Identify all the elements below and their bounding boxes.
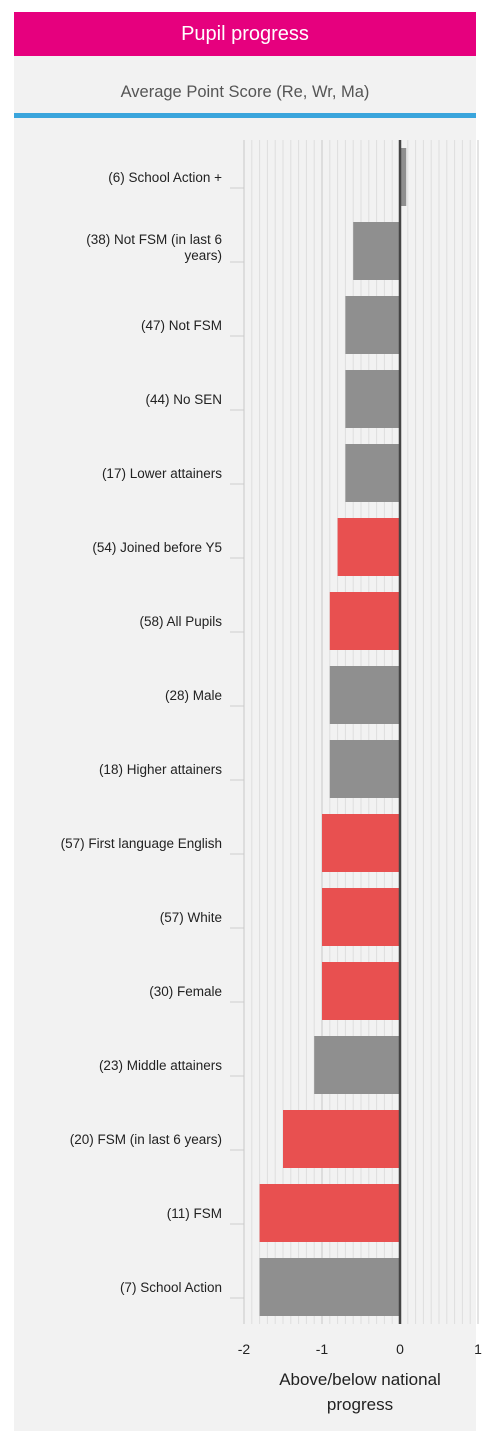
category-label: (28) Male bbox=[165, 688, 222, 703]
bar bbox=[353, 222, 400, 280]
bar bbox=[337, 518, 400, 576]
bar bbox=[345, 296, 400, 354]
panel-title: Pupil progress bbox=[181, 22, 309, 45]
bar bbox=[322, 962, 400, 1020]
x-tick-label: 1 bbox=[474, 1341, 482, 1357]
category-label: (54) Joined before Y5 bbox=[92, 540, 222, 555]
category-label: (23) Middle attainers bbox=[99, 1058, 222, 1073]
category-label: (20) FSM (in last 6 years) bbox=[70, 1132, 222, 1147]
category-label: (57) First language English bbox=[61, 836, 222, 851]
category-label: (58) All Pupils bbox=[139, 614, 222, 629]
category-label: (6) School Action + bbox=[108, 170, 222, 185]
bar bbox=[400, 148, 407, 206]
chart-category-labels: (6) School Action + (38) Not FSM (in last… bbox=[61, 170, 223, 1295]
bar bbox=[283, 1110, 400, 1168]
category-label: (57) White bbox=[160, 910, 222, 925]
category-label: (11) FSM bbox=[167, 1206, 222, 1221]
bar bbox=[345, 444, 400, 502]
category-label: (38) Not FSM (in last 6 years) bbox=[86, 232, 222, 263]
x-tick-label: -2 bbox=[238, 1341, 251, 1357]
category-label: (47) Not FSM bbox=[141, 318, 222, 333]
chart-x-axis-title: Above/below national progress bbox=[279, 1370, 441, 1414]
bar bbox=[322, 888, 400, 946]
x-tick-label: 0 bbox=[396, 1341, 404, 1357]
panel-header: Pupil progress bbox=[14, 12, 476, 56]
bar bbox=[345, 370, 400, 428]
x-axis-title: Above/below national progress bbox=[279, 1370, 441, 1414]
bar bbox=[329, 592, 400, 650]
category-label: (17) Lower attainers bbox=[102, 466, 222, 481]
chart-bars bbox=[259, 148, 407, 1316]
bar bbox=[314, 1036, 400, 1094]
x-tick-label: -1 bbox=[316, 1341, 329, 1357]
bar bbox=[329, 666, 400, 724]
header-rule bbox=[14, 113, 476, 118]
category-label: (30) Female bbox=[149, 984, 222, 999]
category-label: (18) Higher attainers bbox=[99, 762, 222, 777]
bar bbox=[329, 740, 400, 798]
category-label: (44) No SEN bbox=[145, 392, 222, 407]
category-label: (7) School Action bbox=[120, 1280, 222, 1295]
bar bbox=[259, 1184, 400, 1242]
chart-tick-labels: -2 -1 0 1 bbox=[238, 1341, 482, 1357]
bar bbox=[259, 1258, 400, 1316]
bar bbox=[322, 814, 400, 872]
chart-subtitle: Average Point Score (Re, Wr, Ma) bbox=[120, 83, 370, 101]
